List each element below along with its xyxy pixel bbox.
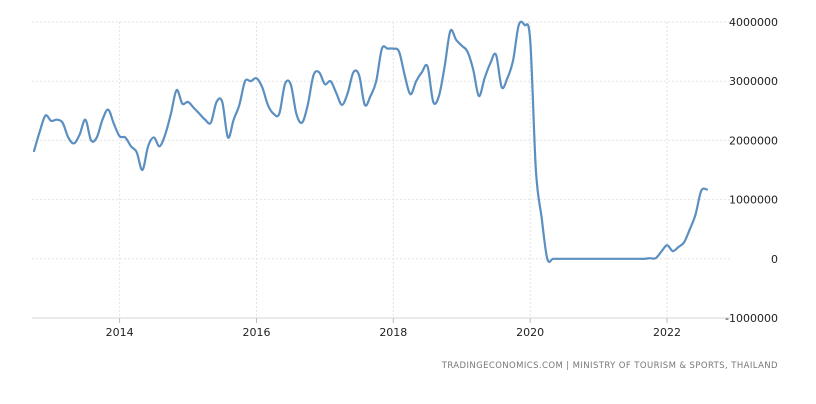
y-axis-ticks: 4000000 3000000 2000000 1000000 0 -1000000: [725, 16, 778, 325]
y-tick-label: -1000000: [725, 312, 778, 325]
y-tick-label: 1000000: [729, 194, 778, 207]
source-label: TRADINGECONOMICS.COM | MINISTRY OF TOURI…: [441, 361, 778, 371]
grid: [32, 21, 730, 318]
y-tick-label: 2000000: [729, 134, 778, 147]
y-tick-label: 0: [771, 253, 778, 266]
x-axis-ticks: 2014 2016 2018 2020 2022: [106, 318, 681, 339]
x-tick-label: 2016: [242, 326, 270, 339]
x-tick-label: 2018: [379, 326, 407, 339]
x-tick-label: 2014: [106, 326, 134, 339]
y-tick-label: 4000000: [729, 16, 778, 29]
x-tick-label: 2022: [653, 326, 681, 339]
y-tick-label: 3000000: [729, 75, 778, 88]
series-line: [32, 20, 709, 263]
series-layer: [32, 20, 709, 263]
x-tick-label: 2020: [516, 326, 544, 339]
